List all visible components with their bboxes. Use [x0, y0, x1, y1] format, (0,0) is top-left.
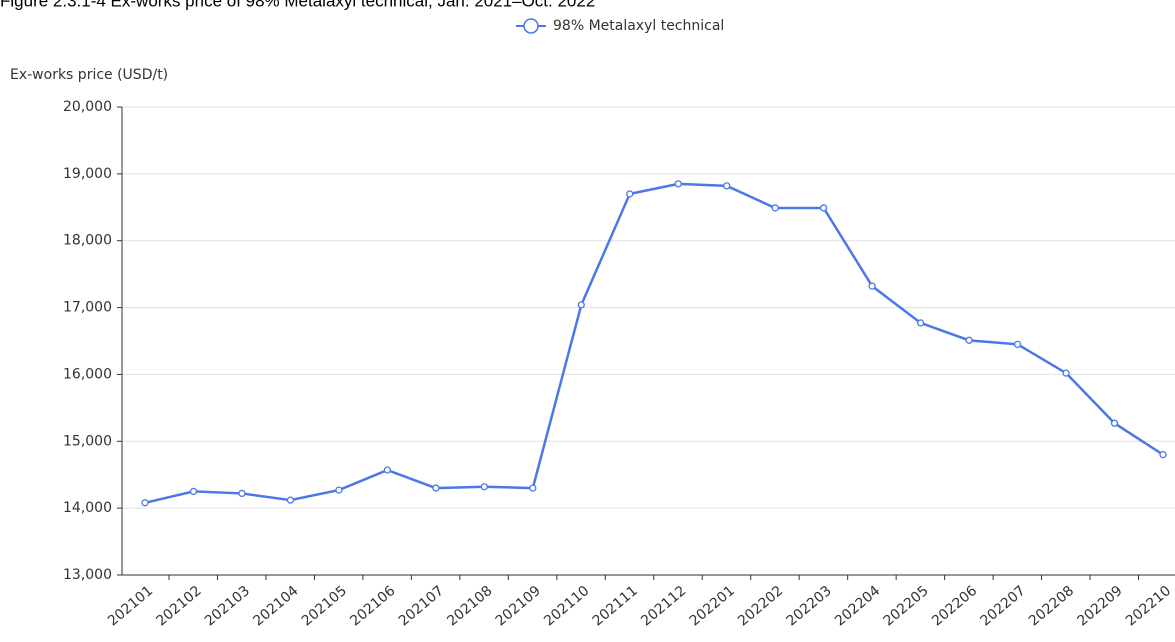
x-tick-label: 202210 [1123, 583, 1174, 630]
x-tick-label: 202204 [832, 583, 883, 630]
x-tick-label: 202206 [929, 583, 980, 630]
y-tick-label: 17,000 [63, 300, 112, 316]
x-tick-label: 202201 [687, 583, 738, 630]
point [1013, 340, 1022, 348]
point [626, 190, 634, 198]
x-tick-label: 202202 [735, 583, 786, 630]
x-tick-label: 202101 [105, 583, 156, 630]
x-tick-label: 202106 [347, 583, 398, 630]
point [674, 180, 682, 188]
point [238, 489, 246, 498]
point [577, 301, 585, 309]
chart-title: Figure 2.3.1-4 Ex-works price of 98% Met… [0, 0, 595, 10]
point [335, 486, 343, 494]
x-tick-label: 202103 [202, 583, 253, 630]
legend-label: 98% Metalaxyl technical [553, 18, 724, 34]
line [144, 182, 1164, 505]
point [916, 319, 925, 327]
x-tick-label: 202111 [590, 583, 641, 630]
y-tick-label: 15,000 [63, 433, 112, 449]
x-tick-label: 202209 [1074, 583, 1125, 630]
point [820, 204, 828, 212]
x-tick-label: 202110 [541, 583, 592, 630]
x-tick-label: 202105 [299, 583, 350, 630]
point [1159, 451, 1167, 459]
x-tick-label: 202104 [250, 583, 301, 630]
y-tick-label: 18,000 [63, 233, 112, 249]
x-tick-label: 202203 [784, 583, 835, 630]
point [1062, 369, 1070, 377]
y-tick-label: 20,000 [63, 99, 112, 115]
point [868, 282, 876, 290]
point [529, 484, 537, 492]
point [771, 204, 779, 212]
point [286, 496, 295, 504]
y-tick-label: 16,000 [63, 366, 112, 382]
y-axis-label: Ex-works price (USD/t) [10, 67, 168, 83]
x-tick-label: 202112 [638, 583, 689, 630]
point [480, 483, 488, 491]
x-tick-label: 202109 [493, 583, 544, 630]
y-tick-label: 19,000 [63, 166, 112, 182]
x-tick-label: 202208 [1026, 583, 1077, 630]
x-tick-label: 202102 [153, 583, 204, 630]
point [965, 336, 973, 344]
y-tick-label: 14,000 [63, 500, 112, 516]
x-tick-label: 202207 [977, 583, 1028, 630]
point [141, 499, 149, 507]
point [432, 484, 440, 492]
legend-marker [523, 18, 539, 34]
x-tick-label: 202205 [881, 583, 932, 630]
point [383, 466, 392, 474]
point [723, 182, 731, 190]
y-tick-label: 13,000 [63, 567, 112, 583]
point [1110, 419, 1119, 427]
x-tick-label: 202107 [396, 583, 447, 630]
point [189, 487, 198, 496]
x-tick-label: 202108 [444, 583, 495, 630]
